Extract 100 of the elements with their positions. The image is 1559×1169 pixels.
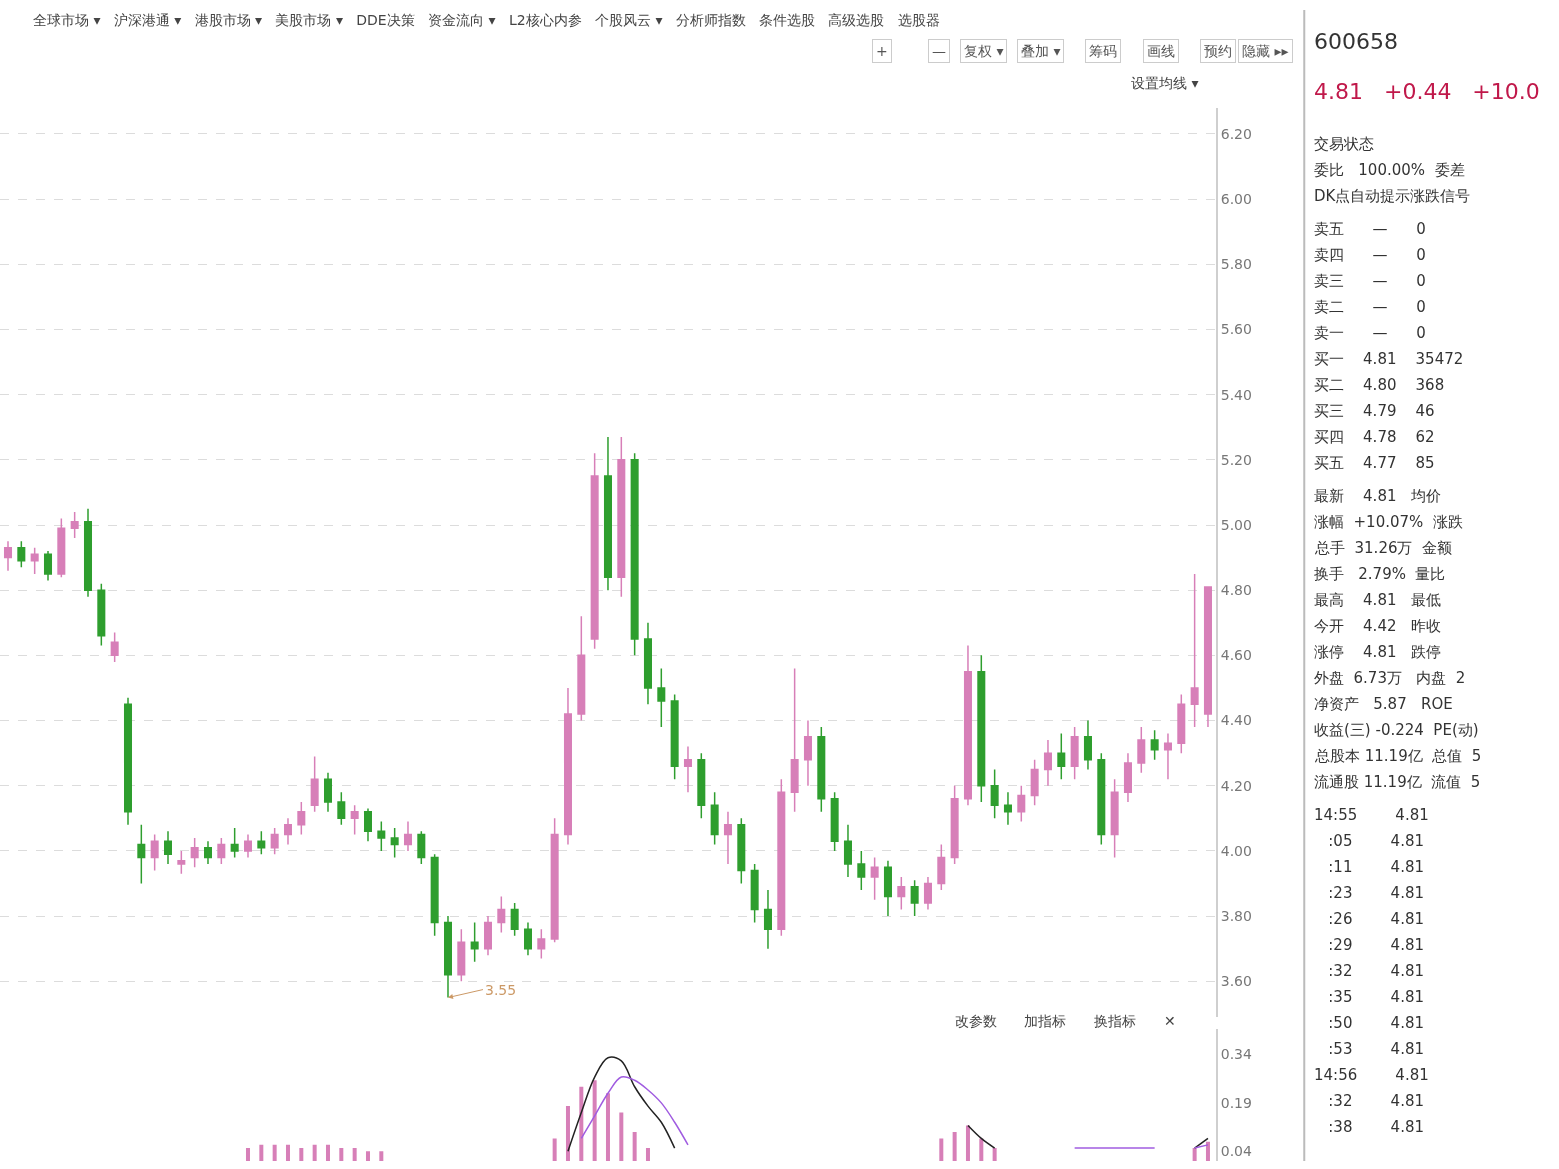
candlestick: [350, 804, 359, 836]
text: :23 4.81: [1314, 884, 1424, 902]
candlestick: [577, 615, 586, 722]
candlestick: [977, 654, 986, 803]
y-tick-label: 3.60: [1220, 973, 1252, 990]
y-tick-label: 6.20: [1220, 125, 1252, 142]
candlestick: [230, 827, 239, 859]
candlestick: [817, 726, 826, 813]
y-tick-label: 0.19: [1220, 1094, 1252, 1111]
text: 涨停 4.81 跌停: [1314, 643, 1441, 661]
candlestick: [1123, 752, 1132, 803]
candlestick: [683, 745, 692, 793]
candlestick: [190, 837, 199, 868]
candlestick: [97, 582, 106, 647]
text: 卖四 — 0: [1314, 246, 1426, 264]
candlestick: [257, 830, 266, 855]
text: 交易状态: [1314, 135, 1374, 153]
text: 14:56 4.81: [1314, 1066, 1429, 1084]
candlestick: [843, 824, 852, 878]
text: DK点自动提示涨跌信号: [1314, 187, 1471, 205]
candlestick: [1057, 732, 1066, 780]
text: 外盘 6.73万 内盘 2: [1314, 669, 1466, 687]
candlestick: [563, 687, 572, 846]
y-tick-label: 4.00: [1220, 842, 1252, 859]
candlestick: [897, 876, 906, 911]
y-tick-label: 4.40: [1220, 712, 1252, 729]
candlestick: [243, 833, 253, 859]
candlestick: [1203, 586, 1212, 728]
text: :26 4.81: [1314, 910, 1424, 928]
candlestick: [830, 791, 839, 852]
annotation: 3.55: [485, 982, 517, 998]
y-tick-label: 5.40: [1220, 386, 1252, 403]
candlestick: [870, 856, 879, 901]
text: :53 4.81: [1314, 1040, 1424, 1058]
text: :29 4.81: [1314, 936, 1424, 954]
text: 600658: [1314, 29, 1398, 54]
candlestick: [57, 517, 66, 578]
candlestick: [510, 902, 519, 937]
candlestick: [83, 507, 93, 598]
y-tick-label: 5.80: [1220, 256, 1252, 273]
candlestick: [1110, 778, 1119, 859]
candlestick: [937, 843, 946, 891]
candlestick: [790, 667, 799, 813]
candlestick: [777, 778, 786, 937]
y-tick-label: 5.60: [1220, 321, 1252, 338]
candlestick: [403, 820, 412, 852]
candlestick: [617, 436, 626, 598]
text: 卖五 — 0: [1314, 220, 1426, 238]
candlestick: [310, 755, 319, 813]
annotation: 加指标: [1024, 1013, 1066, 1029]
text: :32 4.81: [1314, 1092, 1424, 1110]
annotation: 改参数: [955, 1013, 997, 1029]
candlestick: [737, 817, 746, 885]
candlestick: [150, 833, 159, 872]
annotation: ✕: [1164, 1013, 1176, 1029]
text: 涨幅 +10.07% 涨跌: [1314, 513, 1463, 531]
candlestick: [763, 889, 772, 950]
candlestick: [30, 547, 39, 575]
candlestick: [1137, 726, 1146, 774]
candlestick: [803, 719, 812, 787]
candlestick: [950, 784, 959, 865]
candlestick: [1017, 784, 1026, 823]
candlestick: [470, 921, 479, 963]
text: :50 4.81: [1314, 1014, 1424, 1032]
candlestick: [670, 693, 679, 780]
candlestick: [497, 895, 506, 934]
candlestick: [1043, 739, 1052, 787]
candlestick: [43, 550, 53, 582]
candlestick: [123, 696, 133, 826]
text: 买一 4.81 35472: [1314, 350, 1464, 368]
candlestick: [550, 817, 559, 943]
candlestick: [137, 824, 146, 885]
text: —: [932, 43, 946, 59]
text: :32 4.81: [1314, 962, 1424, 980]
candlestick: [430, 853, 439, 937]
text: 总股本 11.19亿 总值 5: [1314, 747, 1482, 765]
candlestick: [390, 827, 399, 859]
text: 最新 4.81 均价: [1314, 487, 1441, 505]
candlestick: [523, 921, 532, 956]
text: 卖二 — 0: [1314, 298, 1426, 316]
candlestick: [537, 928, 546, 960]
text: 筹码: [1089, 43, 1117, 59]
candlestick: [710, 791, 719, 846]
text: 买二 4.80 368: [1314, 376, 1445, 394]
candlestick: [1070, 726, 1079, 780]
text: 设置均线 ▾: [1131, 75, 1199, 91]
text: :05 4.81: [1314, 832, 1424, 850]
candlestick: [1177, 693, 1186, 754]
candlestick: [657, 667, 666, 728]
y-tick-label: 5.20: [1220, 451, 1252, 468]
y-tick-label: 0.34: [1220, 1046, 1253, 1063]
candlestick: [883, 859, 892, 917]
text: 画线: [1147, 43, 1175, 59]
candlestick: [3, 540, 13, 572]
y-tick-label: 5.00: [1220, 516, 1252, 533]
candlestick: [697, 752, 706, 820]
text: +: [876, 43, 888, 59]
candlestick: [323, 771, 333, 813]
text: 委比 100.00% 委差: [1314, 161, 1465, 179]
text: 买五 4.77 85: [1314, 454, 1435, 472]
